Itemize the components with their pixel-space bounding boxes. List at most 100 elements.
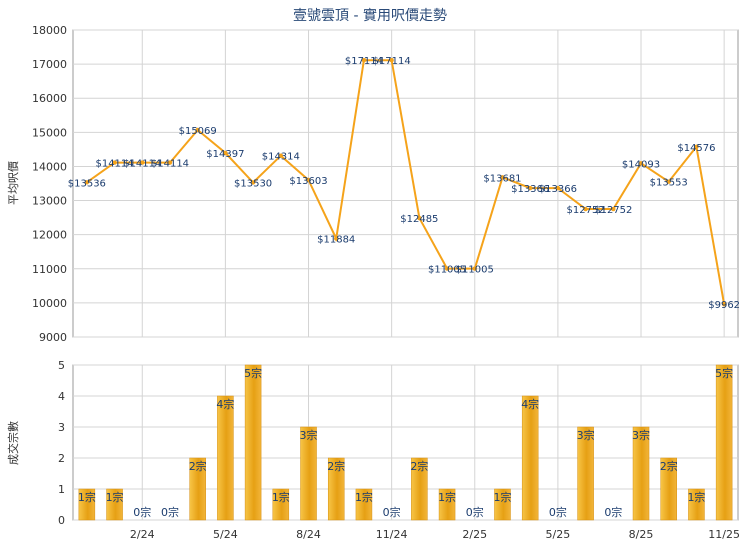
- data-point: [472, 266, 477, 271]
- data-point: [334, 236, 339, 241]
- data-point: [250, 180, 256, 185]
- bar-label: 1宗: [687, 490, 705, 504]
- bar-label: 2宗: [327, 459, 345, 473]
- bar: [438, 488, 456, 521]
- bar-label: 1宗: [438, 490, 456, 504]
- bar-label: 4宗: [521, 397, 539, 411]
- data-label: $13366: [511, 184, 549, 195]
- bar: [494, 488, 511, 521]
- data-label: $12752: [594, 205, 632, 216]
- data-point: [140, 160, 145, 165]
- data-point: [583, 206, 588, 212]
- line-chart-panel: 9000 10000 11000 12000 13000 14000 15000 16000 1…: [32, 24, 740, 344]
- data-label: $14397: [206, 149, 244, 160]
- data-label: $17114: [345, 56, 383, 67]
- bar-label: 2宗: [660, 459, 678, 473]
- bar: [660, 457, 677, 521]
- y-tick-label: 16000: [32, 92, 67, 105]
- data-label: $15069: [179, 126, 217, 137]
- plot-area: [72, 364, 739, 521]
- data-point: [306, 177, 311, 183]
- data-label: $14114: [151, 159, 189, 170]
- bar: [217, 395, 234, 521]
- data-point: [84, 180, 90, 185]
- bar-label: 0宗: [549, 505, 567, 519]
- data-point: [611, 206, 616, 212]
- x-tick-label: 11/25: [708, 528, 740, 541]
- bar: [106, 488, 123, 521]
- data-label: $13681: [483, 173, 521, 184]
- y-tick-label: 0: [58, 514, 65, 527]
- bar-label: 5宗: [244, 366, 262, 380]
- data-point: [527, 185, 533, 191]
- x-tick-label: 8/25: [629, 528, 654, 541]
- y-tick-label: 17000: [32, 58, 67, 71]
- bar-label: 2宗: [410, 459, 428, 473]
- chart-title: 壹號雲頂 - 實用呎價走勢: [293, 7, 447, 24]
- data-label: $13366: [539, 184, 577, 195]
- bar-label: 0宗: [466, 505, 484, 519]
- data-point: [278, 153, 284, 158]
- data-point: [500, 175, 505, 180]
- bar-label: 2宗: [189, 459, 207, 473]
- bar-label: 4宗: [216, 397, 234, 411]
- bar: [78, 488, 96, 521]
- data-point: [361, 58, 367, 63]
- y-tick-label: 18000: [32, 24, 67, 37]
- bar: [272, 488, 290, 521]
- data-label: $17114: [373, 56, 411, 67]
- data-point: [444, 266, 450, 271]
- bar: [632, 426, 650, 521]
- data-label: $13536: [68, 178, 106, 189]
- data-label: $13553: [650, 178, 688, 189]
- y-tick-label: 3: [58, 421, 65, 434]
- x-tick-label: 8/24: [296, 528, 321, 541]
- x-tick-label: 5/25: [546, 528, 571, 541]
- bar: [327, 457, 345, 521]
- data-point: [167, 160, 173, 165]
- y-tick-label: 2: [58, 452, 65, 465]
- data-label: $11005: [428, 265, 466, 276]
- data-point: [555, 185, 561, 191]
- data-label: $12752: [567, 205, 605, 216]
- bar-label: 5宗: [715, 366, 733, 380]
- bar: [300, 426, 317, 521]
- y-tick-label: 13000: [32, 195, 67, 208]
- y-tick-label: 11000: [32, 263, 67, 276]
- data-point: [112, 160, 117, 165]
- bar-label: 1宗: [106, 490, 124, 504]
- data-point: [694, 144, 699, 149]
- y-tick-label: 12000: [32, 229, 67, 242]
- bar: [521, 395, 539, 521]
- bar-label: 3宗: [577, 428, 595, 442]
- data-label: $14114: [95, 159, 133, 170]
- bar-label: 0宗: [604, 505, 622, 519]
- data-point: [721, 301, 727, 307]
- y-tick-label: 14000: [32, 160, 67, 173]
- x-tick-label: 11/24: [376, 528, 408, 541]
- y-tick-label: 15000: [32, 126, 67, 139]
- bar-label: 0宗: [161, 505, 179, 519]
- data-label: $11884: [317, 235, 355, 246]
- data-point: [389, 58, 394, 63]
- bar: [577, 426, 594, 521]
- x-tick-label: 2/25: [462, 528, 487, 541]
- series-line: [86, 59, 726, 305]
- bar: [355, 488, 373, 521]
- y-tick-label: 1: [58, 483, 65, 496]
- bar: [189, 457, 206, 521]
- data-label: $14093: [622, 159, 660, 170]
- x-tick-label: 5/24: [213, 528, 238, 541]
- data-point: [417, 215, 422, 221]
- bar: [411, 457, 428, 521]
- y-tick-label: 10000: [32, 297, 67, 310]
- bar: [715, 364, 733, 521]
- bar-label: 3宗: [300, 428, 318, 442]
- bar-label: 1宗: [355, 490, 373, 504]
- y-axis-label-count: 成交宗數: [6, 421, 20, 465]
- data-point: [223, 150, 228, 156]
- bar-label: 3宗: [632, 428, 650, 442]
- y-axis-label-price: 平均呎價: [6, 161, 20, 205]
- y-tick-label: 4: [58, 390, 65, 403]
